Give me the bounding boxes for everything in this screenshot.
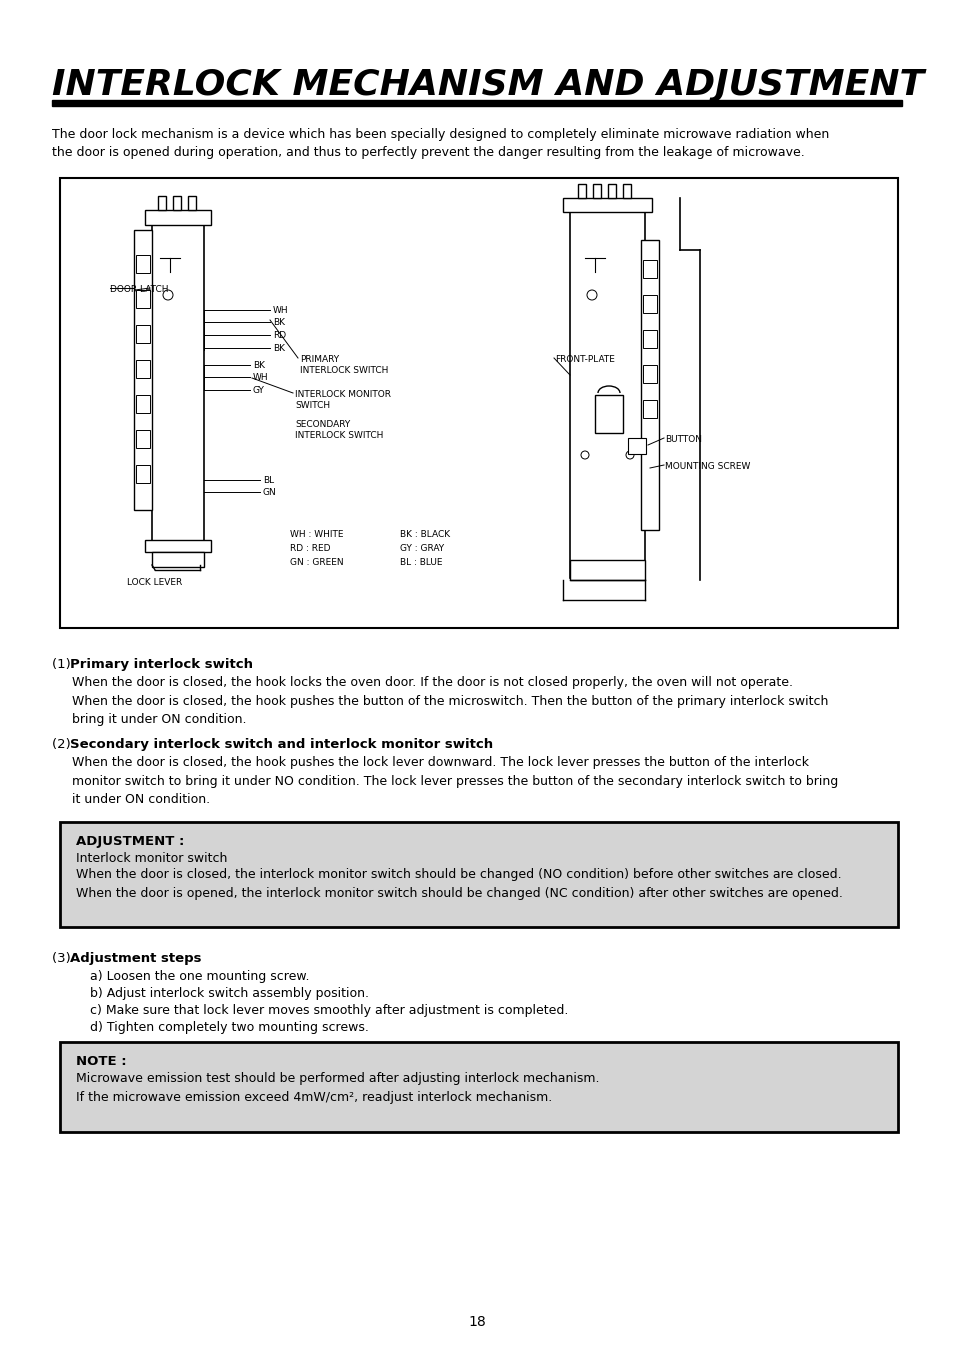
Text: INTERLOCK MONITOR
SWITCH: INTERLOCK MONITOR SWITCH — [294, 390, 391, 410]
Text: The door lock mechanism is a device which has been specially designed to complet: The door lock mechanism is a device whic… — [52, 128, 828, 159]
Bar — [622, 183, 630, 198]
Bar — [595, 395, 622, 433]
Circle shape — [625, 451, 634, 459]
Text: When the door is closed, the interlock monitor switch should be changed (NO cond: When the door is closed, the interlock m… — [76, 867, 842, 900]
Bar — [136, 325, 150, 343]
Bar — [627, 438, 645, 455]
Circle shape — [580, 451, 588, 459]
Text: WH: WH — [273, 306, 289, 316]
Bar — [60, 1041, 897, 1132]
Text: ADJUSTMENT :: ADJUSTMENT : — [76, 835, 184, 849]
Text: INTERLOCK MECHANISM AND ADJUSTMENT: INTERLOCK MECHANISM AND ADJUSTMENT — [52, 67, 923, 103]
Text: PRIMARY
INTERLOCK SWITCH: PRIMARY INTERLOCK SWITCH — [299, 355, 388, 375]
Bar — [642, 331, 657, 348]
Circle shape — [586, 290, 597, 299]
Text: WH: WH — [253, 374, 269, 382]
Bar — [640, 240, 659, 530]
Bar — [136, 360, 150, 378]
Text: d) Tighten completely two mounting screws.: d) Tighten completely two mounting screw… — [90, 1021, 369, 1033]
Text: BK: BK — [253, 362, 265, 370]
Bar — [152, 552, 204, 567]
Text: BK: BK — [273, 318, 285, 326]
Text: Microwave emission test should be performed after adjusting interlock mechanism.: Microwave emission test should be perfor… — [76, 1072, 598, 1103]
Bar — [569, 208, 644, 577]
Text: 18: 18 — [468, 1315, 485, 1329]
Bar — [152, 220, 204, 550]
Circle shape — [163, 290, 172, 299]
Text: Adjustment steps: Adjustment steps — [70, 952, 201, 965]
Text: (2): (2) — [52, 738, 75, 751]
Text: (1): (1) — [52, 658, 75, 670]
Text: GY: GY — [253, 386, 265, 395]
Text: MOUNTING SCREW: MOUNTING SCREW — [664, 461, 750, 471]
Text: LOCK LEVER: LOCK LEVER — [128, 577, 182, 587]
Text: When the door is closed, the hook pushes the lock lever downward. The lock lever: When the door is closed, the hook pushes… — [71, 755, 838, 805]
Text: Secondary interlock switch and interlock monitor switch: Secondary interlock switch and interlock… — [70, 738, 493, 751]
Text: a) Loosen the one mounting screw.: a) Loosen the one mounting screw. — [90, 970, 309, 983]
Bar — [136, 465, 150, 483]
Text: When the door is closed, the hook locks the oven door. If the door is not closed: When the door is closed, the hook locks … — [71, 676, 827, 726]
Bar — [52, 100, 901, 107]
Text: BL : BLUE: BL : BLUE — [399, 558, 442, 567]
Text: DOOR LATCH: DOOR LATCH — [110, 285, 169, 294]
Bar — [569, 560, 644, 580]
Bar — [136, 395, 150, 413]
Text: GN: GN — [263, 488, 276, 496]
Text: c) Make sure that lock lever moves smoothly after adjustment is completed.: c) Make sure that lock lever moves smoot… — [90, 1004, 568, 1017]
Bar — [642, 260, 657, 278]
Bar — [60, 178, 897, 629]
Bar — [642, 401, 657, 418]
Text: RD: RD — [273, 331, 286, 340]
Bar — [136, 430, 150, 448]
Bar — [578, 183, 585, 198]
Text: BK: BK — [273, 344, 285, 353]
Bar — [607, 183, 616, 198]
Text: GY : GRAY: GY : GRAY — [399, 544, 444, 553]
Text: b) Adjust interlock switch assembly position.: b) Adjust interlock switch assembly posi… — [90, 987, 369, 1000]
Bar — [642, 295, 657, 313]
Bar — [593, 183, 600, 198]
Bar — [136, 255, 150, 272]
Text: NOTE :: NOTE : — [76, 1055, 127, 1068]
Bar — [145, 540, 211, 552]
Text: SECONDARY
INTERLOCK SWITCH: SECONDARY INTERLOCK SWITCH — [294, 420, 383, 440]
Text: BK : BLACK: BK : BLACK — [399, 530, 450, 540]
Bar — [145, 210, 211, 225]
Text: Primary interlock switch: Primary interlock switch — [70, 658, 253, 670]
Text: Interlock monitor switch: Interlock monitor switch — [76, 853, 227, 865]
Text: BL: BL — [263, 476, 274, 486]
Bar — [60, 822, 897, 927]
Text: BUTTON: BUTTON — [664, 434, 701, 444]
Bar — [158, 196, 166, 210]
Text: RD : RED: RD : RED — [290, 544, 330, 553]
Bar — [642, 366, 657, 383]
Bar — [133, 229, 152, 510]
Bar — [188, 196, 195, 210]
Text: WH : WHITE: WH : WHITE — [290, 530, 343, 540]
Bar — [136, 290, 150, 308]
Text: (3): (3) — [52, 952, 75, 965]
Bar — [562, 198, 651, 212]
Bar — [172, 196, 181, 210]
Text: FRONT-PLATE: FRONT-PLATE — [555, 355, 615, 364]
Text: GN : GREEN: GN : GREEN — [290, 558, 343, 567]
